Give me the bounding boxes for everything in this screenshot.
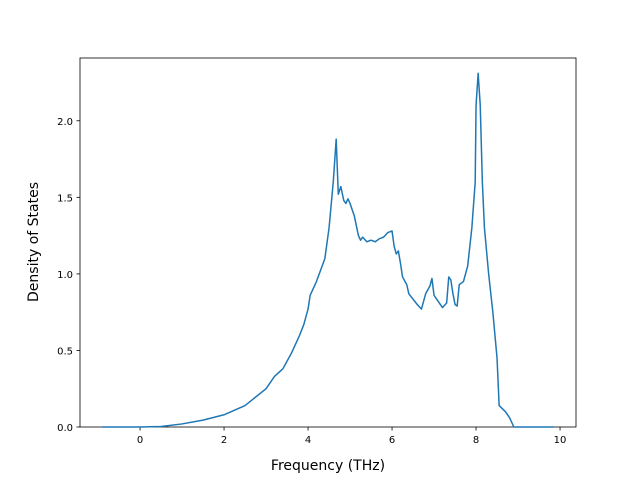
- x-tick-label: 4: [305, 435, 311, 446]
- y-axis-label: Density of States: [26, 182, 42, 302]
- y-tick-label: 1.0: [57, 270, 73, 281]
- x-axis-label: Frequency (THz): [271, 458, 385, 474]
- y-tick-label: 0.5: [57, 346, 73, 357]
- y-tick-label: 1.5: [57, 193, 73, 204]
- x-tick-label: 8: [473, 435, 479, 446]
- x-tick-label: 10: [554, 435, 567, 446]
- x-tick-label: 6: [389, 435, 395, 446]
- axes-frame: [79, 57, 577, 428]
- x-tick-label: 2: [221, 435, 227, 446]
- x-tick-label: 0: [137, 435, 143, 446]
- y-tick-label: 0.0: [57, 423, 73, 434]
- dos-line: [102, 72, 554, 428]
- y-tick-label: 2.0: [57, 117, 73, 128]
